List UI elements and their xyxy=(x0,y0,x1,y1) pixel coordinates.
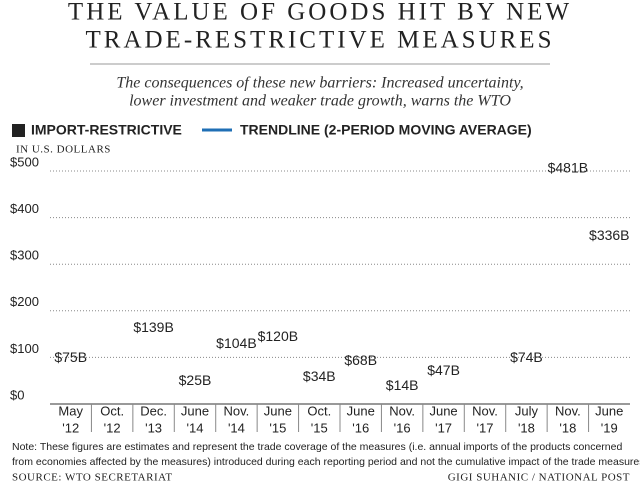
bar xyxy=(514,370,539,404)
x-tick-label: June xyxy=(181,403,209,418)
x-tick-label: '16 xyxy=(352,420,369,435)
x-tick-label: Nov. xyxy=(555,403,581,418)
subtitle: The consequences of these new barriers: … xyxy=(116,75,523,92)
x-tick-label: June xyxy=(264,403,292,418)
legend-label: IMPORT-RESTRICTIVE xyxy=(31,122,182,138)
value-label: $75B xyxy=(54,349,87,365)
chart-title: TRADE-RESTRICTIVE MEASURES xyxy=(86,27,555,54)
legend-label: TRENDLINE (2-PERIOD MOVING AVERAGE) xyxy=(240,122,532,138)
y-tick-label: $0 xyxy=(10,387,24,402)
value-label: $139B xyxy=(133,319,173,335)
credit: GIGI SUHANIC / NATIONAL POST xyxy=(448,472,630,484)
axis-label: IN U.S. DOLLARS xyxy=(16,144,111,156)
value-label: $68B xyxy=(344,352,377,368)
x-tick-label: June xyxy=(429,403,457,418)
x-tick-label: Oct. xyxy=(307,403,331,418)
bar xyxy=(597,247,622,404)
x-tick-label: July xyxy=(515,403,539,418)
x-tick-label: June xyxy=(347,403,375,418)
x-tick-label: '16 xyxy=(394,420,411,435)
bar xyxy=(183,392,208,404)
bar xyxy=(265,348,290,404)
value-label: $14B xyxy=(386,377,419,393)
bar xyxy=(307,388,332,404)
x-tick-label: '14 xyxy=(187,420,204,435)
source: SOURCE: WTO SECRETARIAT xyxy=(12,472,173,484)
y-tick-label: $200 xyxy=(10,294,39,309)
bar xyxy=(58,369,83,404)
y-tick-label: $100 xyxy=(10,341,39,356)
x-tick-label: '17 xyxy=(435,420,452,435)
x-tick-label: May xyxy=(58,403,83,418)
x-tick-label: Nov. xyxy=(224,403,250,418)
x-tick-label: '12 xyxy=(62,420,79,435)
bar xyxy=(555,180,580,404)
value-label: $481B xyxy=(548,160,588,176)
legend-swatch xyxy=(12,124,25,137)
x-tick-label: Oct. xyxy=(100,403,124,418)
y-tick-label: $300 xyxy=(10,248,39,263)
x-tick-label: Nov. xyxy=(389,403,415,418)
note: Note: These figures are estimates and re… xyxy=(12,441,622,453)
x-tick-label: '14 xyxy=(228,420,245,435)
x-tick-label: '18 xyxy=(559,420,576,435)
bar xyxy=(224,356,249,404)
value-label: $34B xyxy=(303,368,336,384)
value-label: $74B xyxy=(510,349,543,365)
x-tick-label: Nov. xyxy=(472,403,498,418)
y-tick-label: $500 xyxy=(10,154,39,169)
bar xyxy=(390,397,415,404)
value-label: $120B xyxy=(258,328,298,344)
value-label: $336B xyxy=(589,227,629,243)
value-label: $47B xyxy=(427,362,460,378)
bar xyxy=(141,339,166,404)
bar xyxy=(348,372,373,404)
subtitle: lower investment and weaker trade growth… xyxy=(129,93,511,110)
bar xyxy=(431,382,456,404)
note: from economies affected by the measures)… xyxy=(12,456,640,468)
y-tick-label: $400 xyxy=(10,201,39,216)
value-label: $25B xyxy=(179,372,212,388)
x-tick-label: June xyxy=(595,403,623,418)
x-tick-label: '19 xyxy=(601,420,618,435)
x-tick-label: '15 xyxy=(269,420,286,435)
value-label: $104B xyxy=(216,335,256,351)
x-tick-label: Dec. xyxy=(140,403,167,418)
x-tick-label: '12 xyxy=(104,420,121,435)
x-tick-label: '18 xyxy=(518,420,535,435)
x-tick-label: '15 xyxy=(311,420,328,435)
x-tick-label: '17 xyxy=(477,420,494,435)
chart-title: THE VALUE OF GOODS HIT BY NEW xyxy=(68,0,572,26)
x-tick-label: '13 xyxy=(145,420,162,435)
